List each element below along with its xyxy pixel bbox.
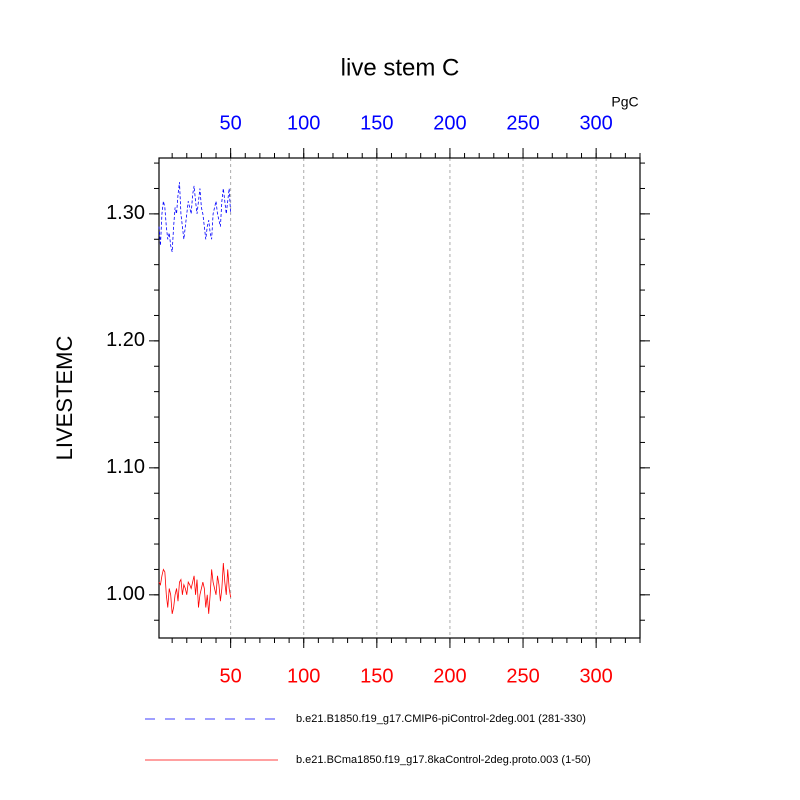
x-tick-label: 100: [287, 665, 320, 687]
series-line: [158, 563, 232, 614]
x2-tick-label: 300: [579, 112, 612, 134]
x2-tick-label: 100: [287, 112, 320, 134]
y-tick-label: 1.20: [106, 329, 145, 351]
y-axis-label: LIVESTEMC: [52, 336, 77, 461]
x2-tick-label: 150: [360, 112, 393, 134]
x-tick-label: 150: [360, 665, 393, 687]
x2-tick-label: 250: [506, 112, 539, 134]
y-tick-label: 1.10: [106, 456, 145, 478]
chart-title: live stem C: [341, 54, 460, 81]
legend-label: b.e21.B1850.f19_g17.CMIP6-piControl-2deg…: [296, 713, 586, 725]
plot-frame: [158, 157, 641, 639]
x2-tick-label: 200: [433, 112, 466, 134]
x-tick-label: 200: [433, 665, 466, 687]
x-tick-label: 50: [220, 665, 242, 687]
units-label: PgC: [611, 94, 638, 110]
series-line: [158, 182, 232, 253]
x-tick-label: 300: [579, 665, 612, 687]
y-tick-label: 1.00: [106, 583, 145, 605]
y-tick-label: 1.30: [106, 202, 145, 224]
x2-tick-label: 50: [220, 112, 242, 134]
x-tick-label: 250: [506, 665, 539, 687]
legend-label: b.e21.BCma1850.f19_g17.8kaControl-2deg.p…: [296, 754, 591, 766]
